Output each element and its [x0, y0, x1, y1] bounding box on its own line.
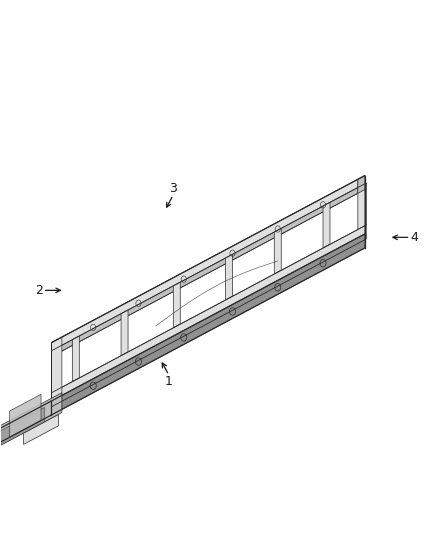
Polygon shape: [24, 415, 58, 445]
Text: 2: 2: [35, 284, 43, 297]
Polygon shape: [226, 254, 233, 300]
Polygon shape: [51, 226, 365, 401]
Polygon shape: [51, 175, 365, 357]
Polygon shape: [72, 378, 79, 395]
Polygon shape: [0, 407, 45, 455]
Polygon shape: [173, 282, 180, 328]
Polygon shape: [360, 225, 367, 243]
Polygon shape: [121, 310, 128, 356]
Polygon shape: [173, 324, 180, 342]
Text: 3: 3: [170, 182, 177, 195]
Polygon shape: [274, 270, 281, 288]
Polygon shape: [51, 175, 365, 351]
Polygon shape: [358, 175, 365, 193]
Polygon shape: [323, 203, 330, 248]
Text: 1: 1: [165, 375, 173, 388]
Polygon shape: [0, 393, 62, 446]
Polygon shape: [121, 352, 128, 370]
Polygon shape: [323, 244, 330, 262]
Polygon shape: [51, 337, 62, 401]
Polygon shape: [360, 183, 367, 229]
Polygon shape: [274, 228, 281, 274]
Polygon shape: [72, 336, 79, 382]
Polygon shape: [10, 394, 41, 437]
Polygon shape: [358, 175, 365, 238]
Text: 4: 4: [410, 231, 418, 244]
Polygon shape: [226, 296, 233, 314]
Polygon shape: [51, 234, 365, 415]
Polygon shape: [51, 395, 62, 415]
